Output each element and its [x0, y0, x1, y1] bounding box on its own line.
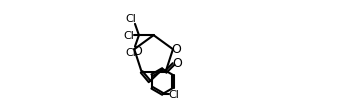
Text: Cl: Cl [168, 89, 179, 99]
Text: Cl: Cl [125, 48, 136, 58]
Text: Cl: Cl [123, 31, 134, 41]
Text: Cl: Cl [125, 14, 136, 24]
Text: O: O [172, 57, 182, 70]
Text: O: O [132, 44, 142, 57]
Text: O: O [171, 42, 181, 55]
